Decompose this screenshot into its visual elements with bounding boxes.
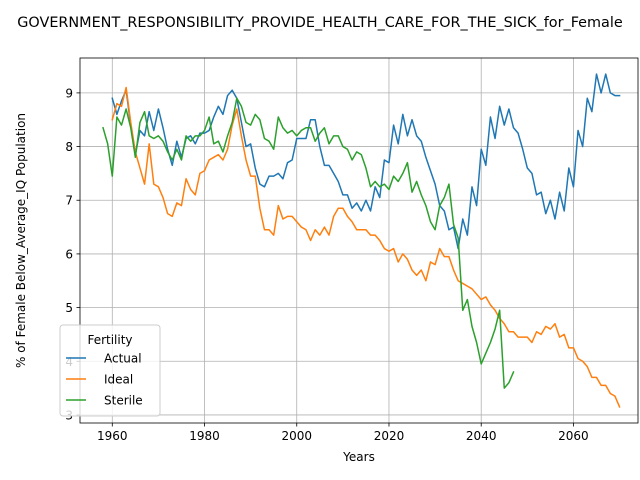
chart-title: GOVERNMENT_RESPONSIBILITY_PROVIDE_HEALTH… [17, 15, 623, 31]
y-axis-label: % of Female Below_Average_IQ Population [14, 113, 28, 368]
y-tick-label: 7 [65, 194, 73, 208]
x-tick-label: 2000 [281, 429, 312, 443]
series-line-sterile [102, 97, 515, 389]
y-tick-label: 9 [65, 86, 73, 100]
x-tick-label: 1960 [97, 429, 128, 443]
y-tick-label: 8 [65, 140, 73, 154]
y-tick-label: 5 [65, 301, 73, 315]
y-tick-label: 6 [65, 247, 73, 261]
x-tick-label: 1980 [189, 429, 220, 443]
x-tick-label: 2040 [466, 429, 497, 443]
x-tick-label: 2020 [374, 429, 405, 443]
grid [80, 58, 638, 423]
x-tick-label: 2060 [558, 429, 589, 443]
axis-ticks: 1960198020002020204020603456789 [65, 86, 588, 443]
legend-label-sterile: Sterile [104, 394, 143, 408]
legend-items: Actual Ideal Sterile [66, 352, 143, 408]
series-line-actual [111, 73, 621, 250]
legend-title: Fertility [87, 333, 132, 347]
series-lines [102, 73, 621, 408]
legend-label-actual: Actual [104, 352, 142, 366]
plot-frame [79, 57, 639, 424]
x-axis-label: Years [342, 450, 375, 464]
series-line-ideal [111, 86, 621, 408]
legend: Fertility Actual Ideal Sterile [59, 324, 161, 417]
legend-label-ideal: Ideal [104, 373, 133, 387]
plot-background [80, 58, 638, 423]
legend-box [59, 324, 161, 417]
plot-area: 1960198020002020204020603456789 [65, 57, 639, 443]
